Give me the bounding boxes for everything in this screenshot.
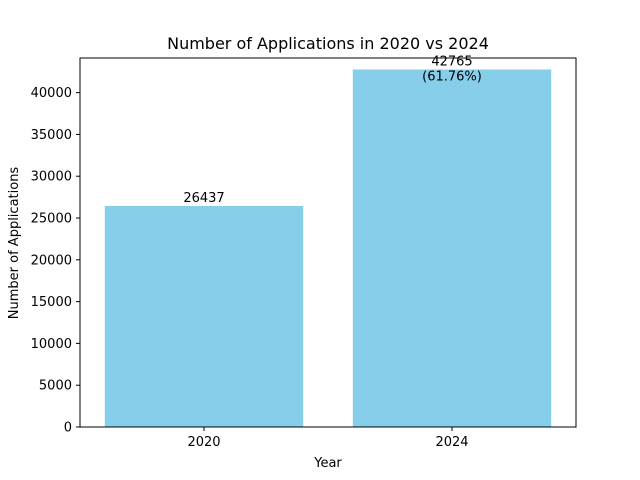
y-tick-label: 10000 — [31, 337, 72, 352]
chart-title: Number of Applications in 2020 vs 2024 — [167, 34, 489, 53]
bar-2020 — [104, 205, 304, 427]
y-tick-label: 0 — [64, 421, 72, 436]
data-label-2020: 26437 — [183, 191, 224, 206]
x-tick-label: 2020 — [187, 435, 220, 450]
y-tick-label: 35000 — [31, 128, 72, 143]
percent-label-2024: (61.76%) — [422, 70, 482, 85]
x-axis-label: Year — [313, 456, 342, 471]
axes-frame — [79, 57, 577, 428]
y-tick-label: 40000 — [31, 86, 72, 101]
y-tick-label: 25000 — [31, 212, 72, 227]
data-label-2024: 42765 — [431, 55, 472, 70]
y-tick-label: 20000 — [31, 253, 72, 268]
y-tick-label: 5000 — [39, 379, 72, 394]
y-axis-label: Number of Applications — [7, 167, 22, 320]
y-tick-label: 30000 — [31, 170, 72, 185]
bar-2024 — [352, 69, 552, 427]
plot-area: 26437 42765(61.76%) 0 5000 10000 15000 20000 25… — [31, 55, 577, 450]
y-tick-label: 15000 — [31, 295, 72, 310]
x-tick-label: 2024 — [435, 435, 468, 450]
